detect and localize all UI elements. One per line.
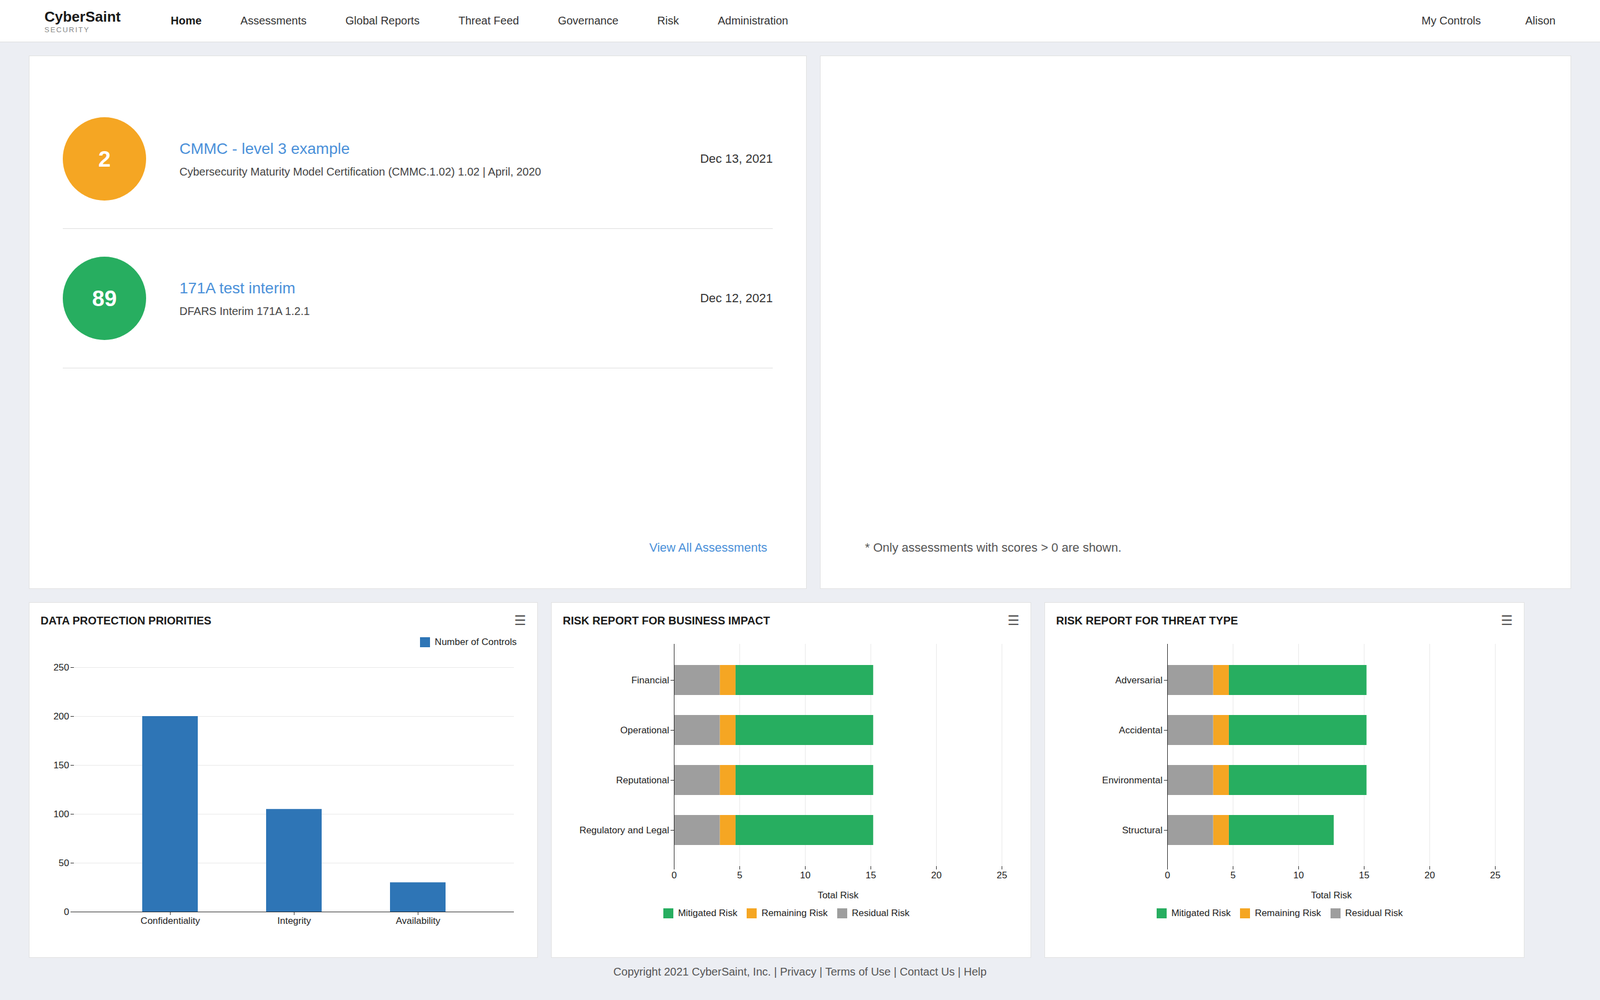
svg-text:Total Risk: Total Risk [817,890,859,900]
html-text:Alison: Alison [1525,14,1556,27]
svg-text:5: 5 [737,870,743,881]
html-text:Residual Risk: Residual Risk [1345,907,1403,919]
html-text:Assessments: Assessments [240,14,307,27]
svg-text:Regulatory and Legal: Regulatory and Legal [579,825,670,836]
html-text:Global Reports: Global Reports [345,14,420,27]
svg-text:Environmental: Environmental [1102,775,1163,786]
html-text:SECURITY: SECURITY [44,25,90,34]
html-text:CMMC - level 3 example: CMMC - level 3 example [179,139,350,157]
svg-text:20: 20 [931,870,942,881]
html-text:Cybersecurity Maturity Model C: Cybersecurity Maturity Model Certificati… [179,165,542,178]
html-text:Residual Risk: Residual Risk [851,907,910,919]
svg-text:20: 20 [1424,870,1435,881]
html-text:DATA PROTECTION PRIORITIES: DATA PROTECTION PRIORITIES [40,614,212,627]
html-text:DFARS Interim 171A 1.2.1: DFARS Interim 171A 1.2.1 [179,304,310,317]
html-text:* Only assessments with scores: * Only assessments with scores > 0 are s… [865,540,1122,555]
html-text:RISK REPORT FOR BUSINESS IMPAC: RISK REPORT FOR BUSINESS IMPACT [562,614,770,627]
html-text:CyberSaint: CyberSaint [44,8,121,25]
html-text:Mitigated Risk: Mitigated Risk [1171,907,1231,919]
svg-text:250: 250 [53,661,69,673]
svg-text:10: 10 [800,870,811,881]
svg-text:Confidentiality: Confidentiality [140,915,200,926]
html-text:My Controls: My Controls [1421,14,1481,27]
html-text:Governance: Governance [557,14,619,27]
html-text:Remaining Risk: Remaining Risk [1254,907,1321,919]
svg-text:10: 10 [1293,870,1304,881]
svg-text:Integrity: Integrity [277,915,312,926]
html-text:Copyright 2021 CyberSaint, Inc: Copyright 2021 CyberSaint, Inc. | Privac… [613,965,987,978]
svg-text:0: 0 [1165,870,1170,881]
html-text:Number of Controls: Number of Controls [434,636,517,647]
svg-text:25: 25 [996,870,1008,881]
svg-text:200: 200 [53,710,69,722]
svg-text:150: 150 [53,759,69,770]
html-text:171A test interim: 171A test interim [179,279,296,297]
svg-text:5: 5 [1230,870,1236,881]
svg-text:Financial: Financial [631,675,669,686]
svg-text:0: 0 [671,870,677,881]
html-text:Home: Home [170,14,202,27]
svg-text:Reputational: Reputational [616,775,669,786]
svg-text:Total Risk: Total Risk [1311,890,1353,900]
svg-text:100: 100 [53,808,69,819]
svg-text:Operational: Operational [620,725,670,736]
html-text:Administration: Administration [717,14,789,27]
svg-text:Structural: Structural [1122,825,1163,836]
svg-text:Accidental: Accidental [1118,725,1163,736]
svg-text:25: 25 [1490,870,1501,881]
svg-text:Adversarial: Adversarial [1115,675,1163,686]
html-text:Risk: Risk [657,14,679,27]
html-text:Threat Feed: Threat Feed [458,14,519,27]
svg-text:50: 50 [58,857,70,868]
svg-text:Availability: Availability [395,915,441,926]
svg-text:15: 15 [1358,870,1370,881]
svg-text:15: 15 [865,870,877,881]
html-text:Remaining Risk: Remaining Risk [761,907,828,919]
html-text:89: 89 [92,285,117,311]
html-text:2: 2 [98,146,111,171]
html-text:Dec 13, 2021: Dec 13, 2021 [700,151,773,166]
svg-text:0: 0 [63,906,69,917]
html-text:Dec 12, 2021: Dec 12, 2021 [700,291,773,305]
html-text:RISK REPORT FOR THREAT TYPE: RISK REPORT FOR THREAT TYPE [1056,614,1238,627]
html-text:Mitigated Risk: Mitigated Risk [678,907,738,919]
html-text:View All Assessments: View All Assessments [649,540,768,555]
